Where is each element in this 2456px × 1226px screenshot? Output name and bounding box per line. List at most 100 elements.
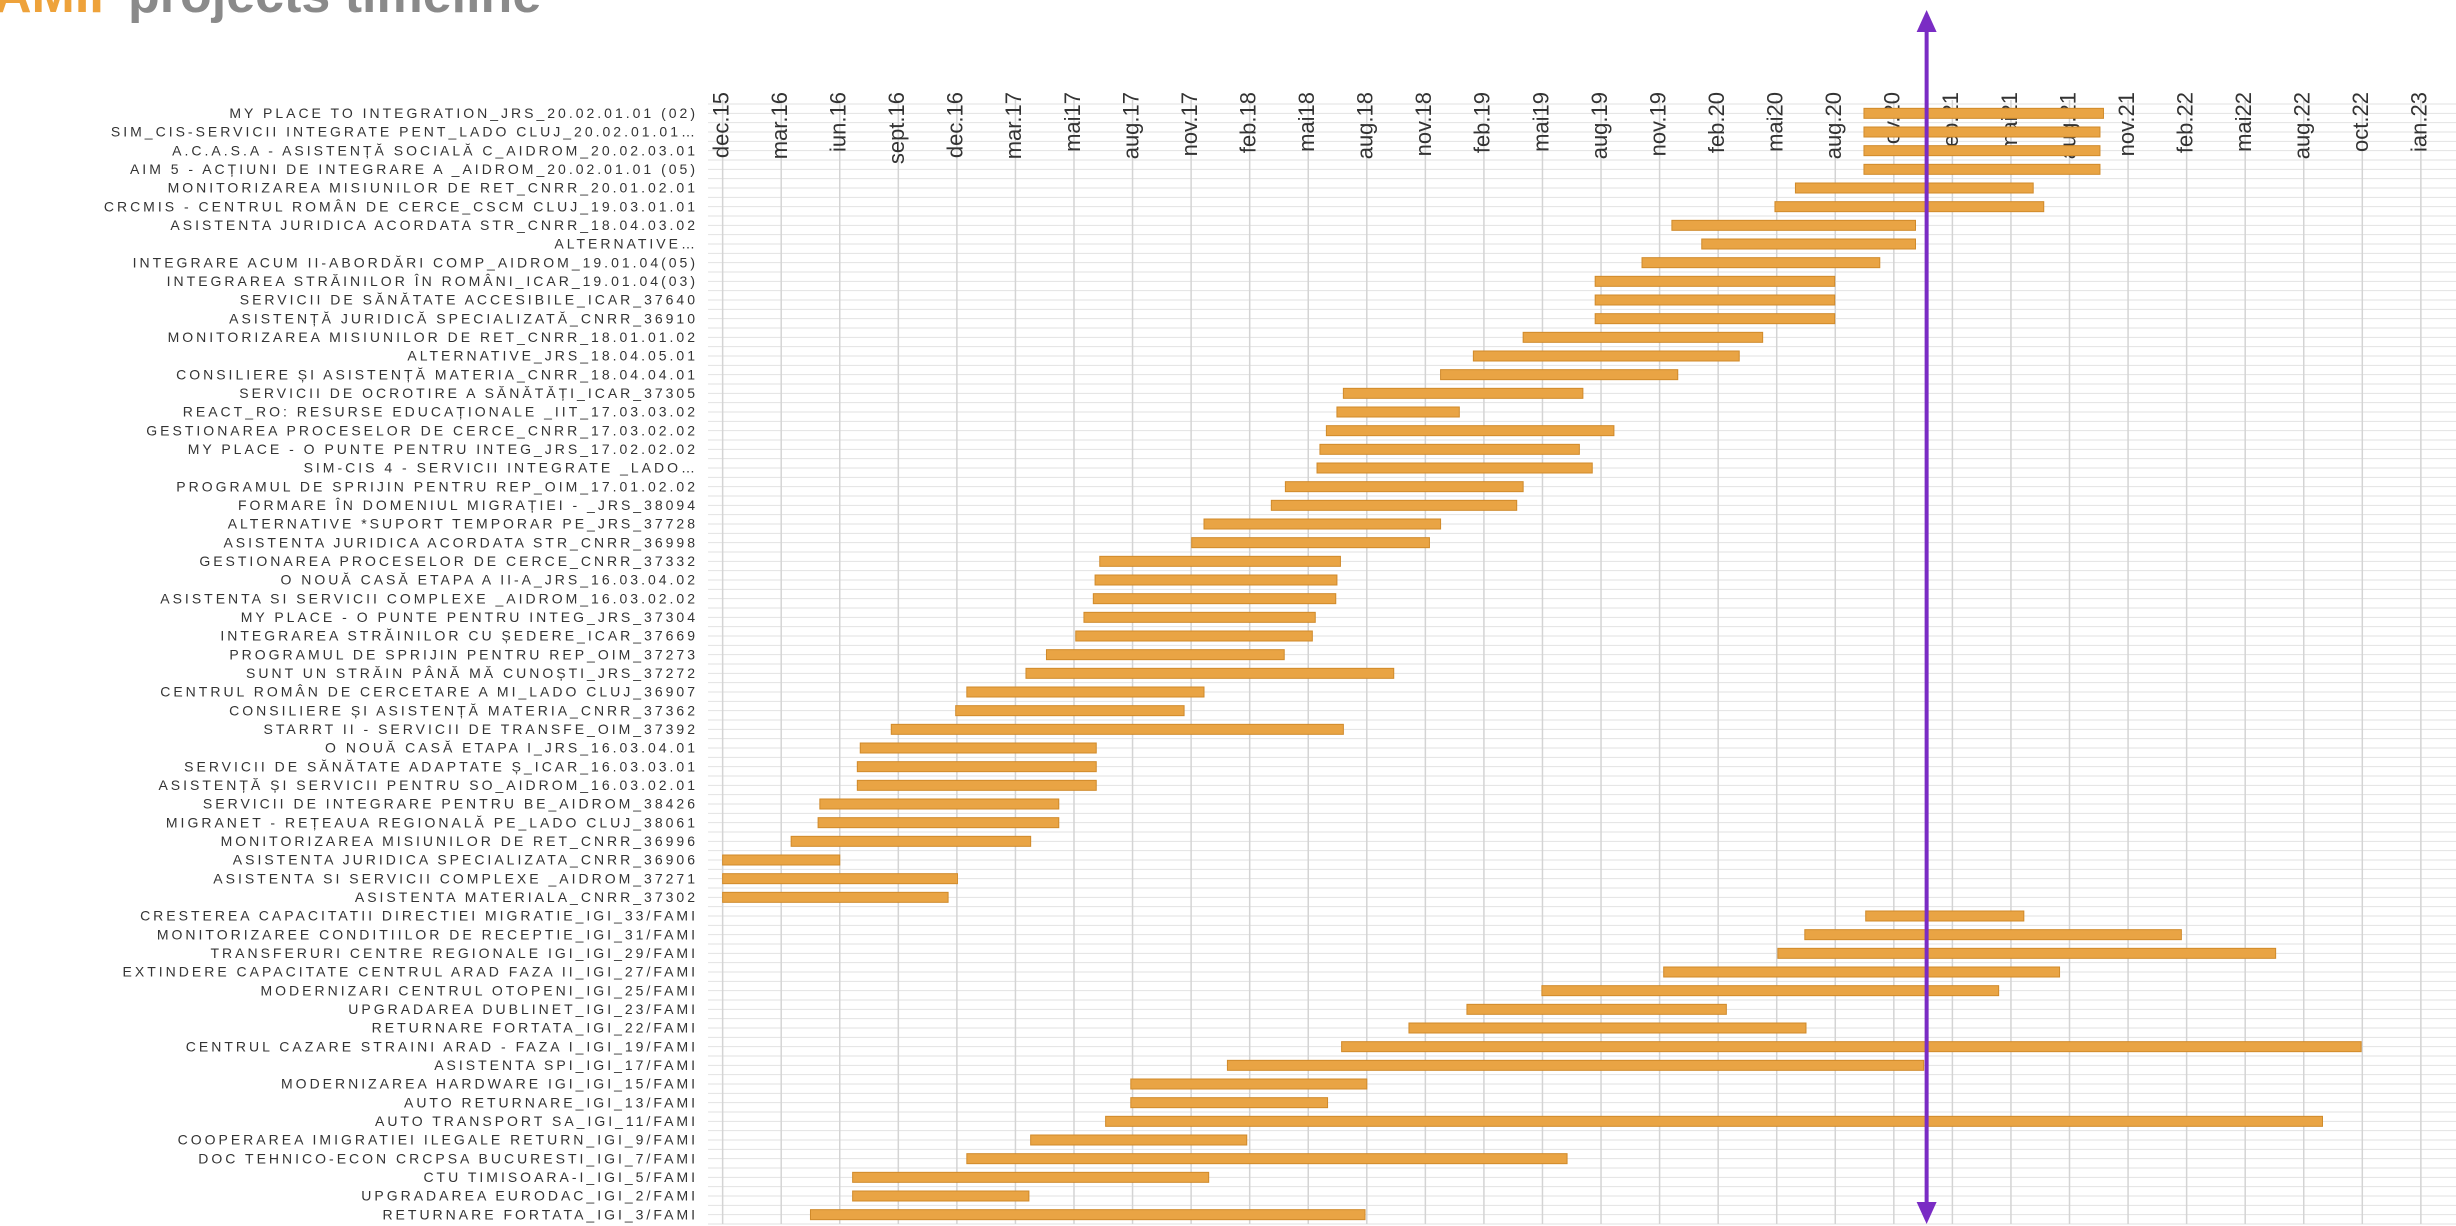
bar: [1865, 910, 2025, 922]
row-label: ALTERNATIVE_JRS_18.04.05.01: [407, 348, 698, 364]
row-label: CRCMIS - CENTRUL ROMÂN DE CERCE_CSCM CLU…: [104, 198, 698, 214]
row-label: INTEGRAREA STRĂINILOR CU ȘEDERE_ICAR_376…: [220, 628, 698, 644]
row-label: SERVICII DE SĂNĂTATE ACCESIBILE_ICAR_376…: [240, 292, 698, 308]
bar: [966, 686, 1205, 698]
row-label: SIM_CIS-SERVICII INTEGRATE PENT_LADO CLU…: [111, 124, 698, 140]
row-label: CONSILIERE ȘI ASISTENȚĂ MATERIA_CNRR_18.…: [176, 366, 698, 382]
row-label: O NOUĂ CASĂ ETAPA I_JRS_16.03.04.01: [325, 740, 698, 756]
row-label: MIGRANET - REȚEAUA REGIONALĂ PE_LADO CLU…: [166, 814, 698, 830]
x-tick-label: nov.18: [1411, 92, 1436, 156]
x-tick-label: mai20: [1763, 92, 1788, 152]
bar: [856, 761, 1097, 773]
bar: [817, 817, 1060, 829]
row-label: MONITORIZAREE CONDITIILOR DE RECEPTIE_IG…: [157, 926, 698, 942]
row-label: CONSILIERE ȘI ASISTENȚĂ MATERIA_CNRR_373…: [229, 702, 698, 718]
row-label: MONITORIZAREA MISIUNILOR DE RET_CNRR_369…: [221, 833, 698, 849]
row-label: ASISTENTA MATERIALA_CNRR_37302: [355, 889, 698, 905]
x-tick-label: mar.17: [1001, 92, 1026, 159]
row-label: MODERNIZARI CENTRUL OTOPENI_IGI_25/FAMI: [260, 982, 698, 998]
row-label: MODERNIZAREA HARDWARE IGI_IGI_15/FAMI: [281, 1076, 698, 1092]
row-label: CENTRUL ROMÂN DE CERCETARE A MI_LADO CLU…: [160, 684, 698, 700]
bar: [1408, 1022, 1807, 1034]
bar: [1863, 145, 2101, 157]
x-tick-label: dec.16: [943, 92, 968, 158]
x-tick-label: mar.16: [767, 92, 792, 159]
bar: [1341, 1041, 2362, 1053]
row-label: GESTIONAREA PROCESELOR DE CERCE_CNRR_373…: [199, 553, 698, 569]
x-tick-label: feb.18: [1235, 92, 1260, 153]
grid: [708, 100, 2456, 1225]
bar: [1777, 947, 2277, 959]
bar: [1030, 1134, 1248, 1146]
bar: [1663, 966, 2061, 978]
x-tick-label: mai22: [2231, 92, 2256, 152]
bar: [1594, 275, 1836, 287]
row-label: MONITORIZAREA MISIUNILOR DE RET_CNRR_20.…: [168, 180, 698, 196]
bar: [1191, 537, 1430, 549]
row-label: COOPERAREA IMIGRATIEI ILEGALE RETURN_IGI…: [178, 1132, 698, 1148]
bar: [1671, 219, 1916, 231]
bar: [1794, 182, 2034, 194]
bar: [1342, 387, 1584, 399]
row-label: RETURNARE FORTATA_IGI_3/FAMI: [382, 1206, 698, 1222]
x-tick-label: aug.19: [1587, 92, 1612, 159]
row-label: SERVICII DE SĂNĂTATE ADAPTATE Ș_ICAR_16.…: [184, 758, 698, 774]
bar: [722, 854, 841, 866]
bar: [1863, 163, 2101, 175]
row-label: PROGRAMUL DE SPRIJIN PENTRU REP_OIM_3727…: [229, 646, 698, 662]
bar: [955, 705, 1185, 717]
bar: [1099, 555, 1341, 567]
bar: [966, 1153, 1568, 1165]
row-label: O NOUĂ CASĂ ETAPA A II-A_JRS_16.03.04.02: [280, 572, 698, 588]
bar: [856, 779, 1097, 791]
bar: [1863, 107, 2104, 119]
x-tick-label: oct.22: [2348, 92, 2373, 152]
bar: [1440, 369, 1679, 381]
title: projects timeline: [128, 0, 541, 24]
row-label: MY PLACE - O PUNTE PENTRU INTEG_JRS_3730…: [241, 609, 698, 625]
row-label: MY PLACE - O PUNTE PENTRU INTEG_JRS_17.0…: [188, 441, 698, 457]
x-tick-label: nov.19: [1645, 92, 1670, 156]
row-label: CTU TIMISOARA-I_IGI_5/FAMI: [423, 1169, 698, 1185]
row-label: SIM-CIS 4 - SERVICII INTEGRATE _LADO…: [304, 460, 698, 476]
bar: [809, 1209, 1366, 1221]
row-label: A.C.A.S.A - ASISTENȚĂ SOCIALĂ C_AIDROM_2…: [172, 142, 698, 158]
row-label: MONITORIZAREA MISIUNILOR DE RET_CNRR_18.…: [168, 329, 698, 345]
x-tick-label: aug.20: [1821, 92, 1846, 159]
row-label: UPGRADAREA DUBLINET_IGI_23/FAMI: [348, 1001, 698, 1017]
marker-arrow-top: [1916, 10, 1937, 32]
bar: [1092, 593, 1337, 605]
row-label: SUNT UN STRĂIN PÂNĂ MĂ CUNOȘTI_JRS_37272: [246, 665, 698, 681]
row-label: ASISTENTA JURIDICA SPECIALIZATA_CNRR_369…: [233, 852, 698, 868]
row-label: ASISTENTA SI SERVICII COMPLEXE _AIDROM_3…: [213, 870, 698, 886]
bar: [852, 1190, 1030, 1202]
x-tick-label: feb.21: [1938, 92, 1963, 153]
row-label: AIM 5 - ACȚIUNI DE INTEGRARE A _AIDROM_2…: [130, 161, 698, 177]
row-label: SERVICII DE INTEGRARE PENTRU BE_AIDROM_3…: [203, 796, 698, 812]
x-tick-label: iun.16: [826, 92, 851, 152]
x-tick-label: aug.17: [1118, 92, 1143, 159]
row-label: ASISTENȚĂ JURIDICĂ SPECIALIZATĂ_CNRR_369…: [229, 310, 698, 326]
bar: [859, 742, 1097, 754]
row-label: FORMARE ÎN DOMENIUL MIGRAȚIEI - _JRS_380…: [238, 497, 698, 513]
row-label: ALTERNATIVE *SUPORT TEMPORAR PE_JRS_3772…: [228, 516, 698, 532]
row-label: TRANSFERURI CENTRE REGIONALE IGI_IGI_29/…: [210, 945, 698, 961]
bar: [1863, 126, 2101, 138]
row-label: UPGRADAREA EURODAC_IGI_2/FAMI: [361, 1188, 698, 1204]
bar: [1316, 462, 1593, 474]
row-label: REACT_RO: RESURSE EDUCAȚIONALE _IIT_17.0…: [183, 404, 698, 420]
bar: [1226, 1059, 1925, 1071]
bar: [1105, 1115, 2323, 1127]
row-label: ASISTENTA JURIDICA ACORDATA STR_CNRR_369…: [223, 534, 698, 550]
row-label: DOC TEHNICO-ECON CRCPSA BUCURESTI_IGI_7/…: [198, 1150, 698, 1166]
bar: [1594, 294, 1836, 306]
row-label: ASISTENȚĂ ȘI SERVICII PENTRU SO_AIDROM_1…: [158, 777, 698, 793]
x-tick-label: nov.21: [2114, 92, 2139, 156]
bar: [819, 798, 1060, 810]
bar: [1045, 649, 1285, 661]
bar: [1325, 425, 1615, 437]
row-label: ASISTENTA JURIDICA ACORDATA STR_CNRR_18.…: [170, 217, 698, 233]
x-tick-label: dec.15: [708, 92, 733, 158]
